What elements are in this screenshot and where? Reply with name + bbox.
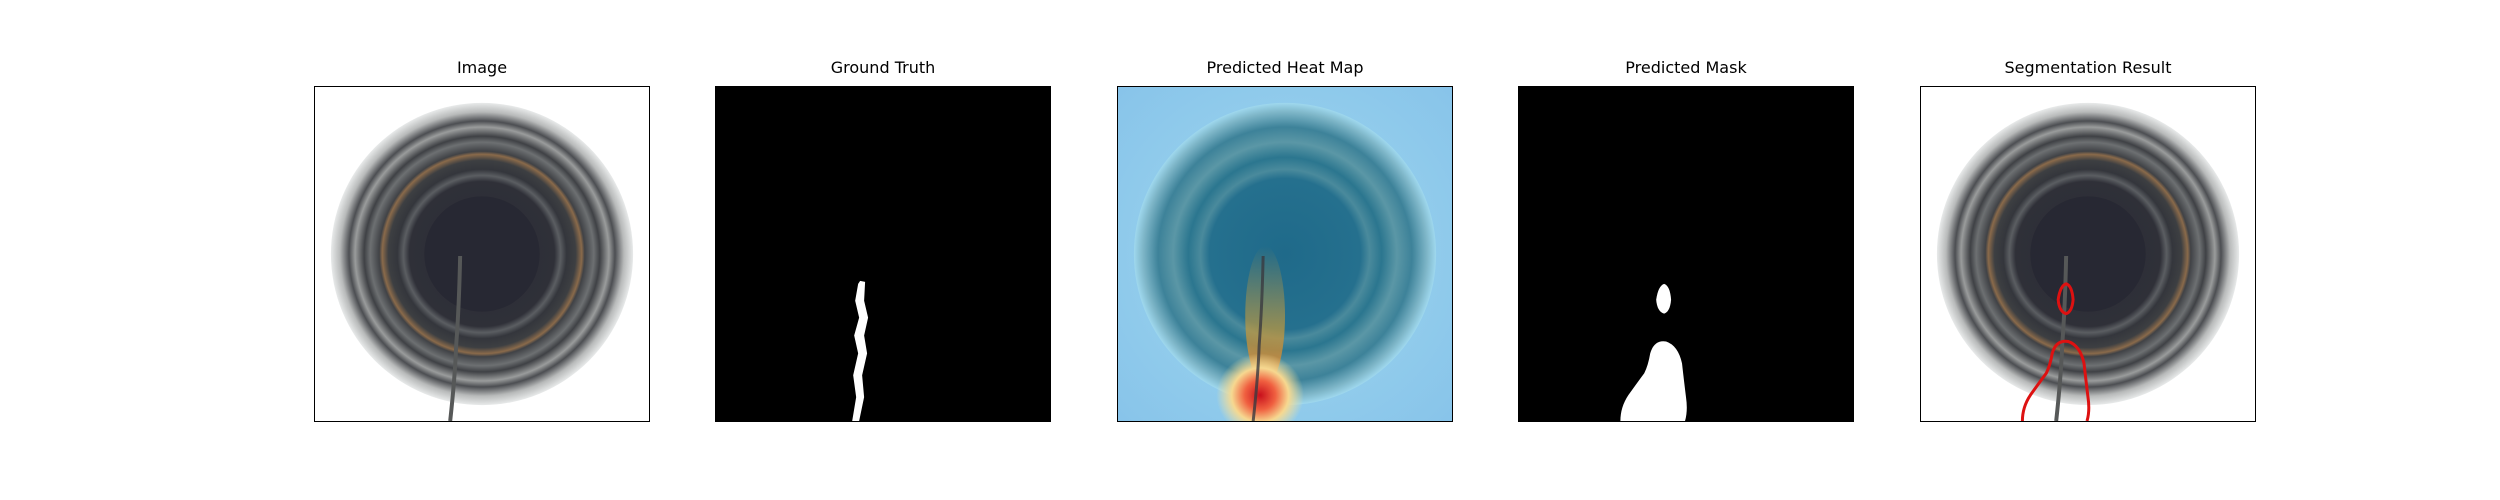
predicted-mask: [1519, 87, 1853, 421]
heat-bottle: [1133, 102, 1437, 406]
heat-map-image: [1118, 87, 1452, 421]
panel-segmentation-result: Segmentation Result: [1920, 58, 2256, 422]
panel-title: Predicted Mask: [1625, 58, 1747, 77]
contour-large: [2020, 339, 2091, 421]
image-frame: [314, 86, 650, 422]
panel-title: Segmentation Result: [2004, 58, 2172, 77]
contour-small: [2056, 282, 2075, 316]
segmentation-frame: [1920, 86, 2256, 422]
ground-truth-mask: [716, 87, 1050, 421]
warm-streak: [1245, 246, 1285, 386]
crack-line: [448, 255, 463, 421]
panel-heat-map: Predicted Heat Map: [1117, 58, 1453, 422]
panel-title: Predicted Heat Map: [1206, 58, 1364, 77]
predicted-mask-frame: [1518, 86, 1854, 422]
heat-map-frame: [1117, 86, 1453, 422]
bottle-mouth: [424, 196, 540, 312]
panel-image: Image: [314, 58, 650, 422]
segmentation-overlay: [1921, 87, 2255, 421]
panel-ground-truth: Ground Truth: [715, 58, 1051, 422]
crack-region: [852, 280, 869, 421]
ground-truth-frame: [715, 86, 1051, 422]
mask-blob-large: [1620, 341, 1687, 421]
mask-blob-small: [1656, 283, 1672, 314]
panel-predicted-mask: Predicted Mask: [1518, 58, 1854, 422]
bottle-photo: [315, 87, 649, 421]
hot-spot: [1216, 353, 1304, 421]
panel-title: Image: [456, 58, 508, 77]
panel-title: Ground Truth: [830, 58, 936, 77]
